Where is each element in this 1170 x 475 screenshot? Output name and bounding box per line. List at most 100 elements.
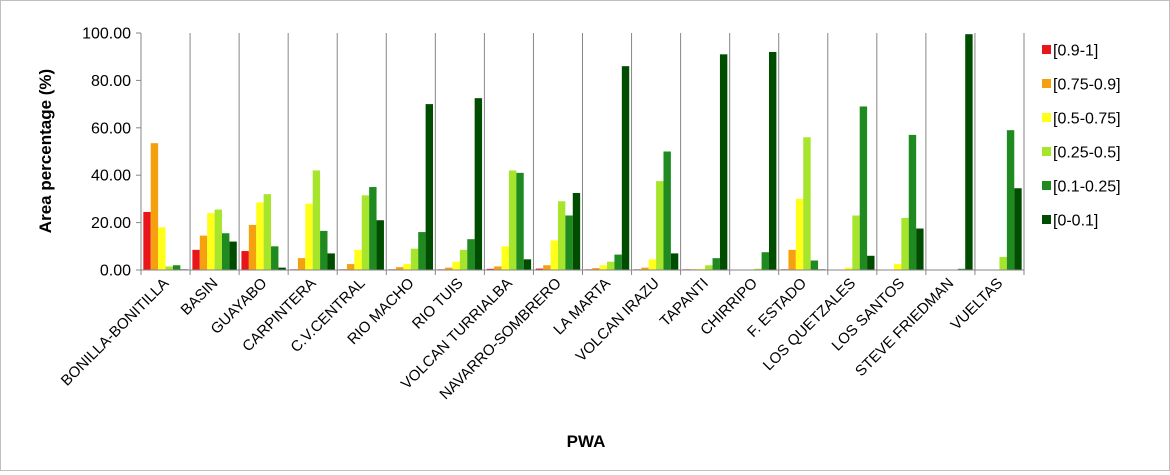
x-tick-label: VOLCAN IRAZU — [572, 275, 662, 365]
legend-label: [0.75-0.9] — [1053, 77, 1121, 94]
y-axis-title: Area percentage (%) — [36, 69, 55, 233]
bar — [199, 235, 208, 270]
legend-label: [0.25-0.5] — [1053, 145, 1121, 162]
bar — [565, 215, 573, 270]
bar — [965, 34, 973, 270]
bar — [271, 246, 279, 270]
y-tick-label: 80.00 — [91, 73, 131, 90]
legend-item: [0.1-0.25] — [1042, 179, 1121, 196]
bar — [494, 266, 502, 270]
bar — [459, 249, 468, 270]
bar — [410, 248, 419, 270]
bar — [621, 66, 630, 271]
bar — [901, 217, 909, 270]
bar — [712, 258, 720, 270]
x-ticks-layer: BONILLA-BONITILLA BASINGUAYABOCARPINTERAC… — [58, 275, 1007, 403]
bar — [859, 106, 868, 270]
bar — [248, 224, 257, 270]
bar — [207, 213, 215, 270]
bar — [192, 249, 200, 270]
bar — [916, 228, 924, 270]
bar — [663, 151, 671, 270]
bar — [607, 261, 615, 270]
bar — [320, 230, 328, 270]
y-tick-label: 100.00 — [82, 26, 131, 43]
legend-swatch — [1042, 215, 1051, 224]
bar — [844, 267, 853, 270]
bar — [572, 192, 581, 270]
bar — [599, 265, 608, 270]
axes-layer — [140, 33, 1025, 275]
bar — [592, 268, 600, 270]
legend: [0.9-1] [0.75-0.9] [0.5-0.75] [0.25-0.5] [0.… — [1042, 43, 1121, 230]
bar — [867, 255, 875, 270]
x-axis-title: PWA — [567, 432, 606, 451]
y-axis-title-group: Area percentage (%) — [36, 69, 55, 233]
legend-item: [0-0.1] — [1042, 213, 1098, 230]
bar — [788, 249, 796, 270]
bar — [557, 201, 566, 270]
bar — [241, 251, 249, 270]
bar — [143, 211, 151, 270]
bar — [754, 268, 762, 270]
bar — [535, 268, 544, 270]
legend-item: [0.9-1] — [1042, 43, 1098, 60]
x-tick-label: VUELTAS — [948, 275, 1007, 334]
bar — [803, 137, 811, 270]
y-tick-label: 60.00 — [91, 120, 131, 137]
bar — [346, 264, 355, 270]
bar — [474, 98, 483, 271]
bar — [697, 268, 706, 270]
legend-item: [0.25-0.5] — [1042, 145, 1121, 162]
x-tick-label: BASIN — [178, 275, 222, 319]
bar — [467, 239, 475, 270]
bar — [516, 172, 524, 270]
bar — [543, 265, 551, 270]
y-ticks-layer: 0.00 20.00 40.00 60.00 80.00 100.00 — [82, 26, 141, 280]
y-tick-label: 20.00 — [91, 215, 131, 232]
bar — [403, 264, 411, 270]
bar — [768, 51, 777, 271]
x-tick-label: BONILLA-BONITILLA — [58, 275, 173, 390]
bar — [508, 170, 517, 270]
bar — [214, 209, 222, 270]
legend-swatch — [1042, 181, 1051, 190]
bar — [452, 261, 460, 270]
legend-label: [0-0.1] — [1053, 213, 1098, 230]
bar — [719, 54, 728, 270]
bar — [150, 143, 159, 270]
x-tick-label: STEVE FRIEDMAN — [852, 275, 957, 380]
bar — [256, 202, 264, 270]
bar — [908, 134, 917, 270]
bar — [354, 249, 362, 270]
bar — [425, 104, 434, 270]
bar — [1006, 130, 1015, 270]
legend-swatch — [1042, 113, 1051, 122]
bar — [761, 252, 769, 270]
bar — [418, 232, 426, 270]
bar — [165, 266, 173, 270]
bar — [278, 267, 286, 270]
bar — [396, 267, 404, 270]
bar — [327, 253, 335, 270]
bar — [172, 265, 181, 270]
legend-swatch — [1042, 45, 1051, 54]
bar — [648, 259, 657, 270]
bar — [486, 268, 495, 270]
bar — [641, 267, 649, 270]
bar — [705, 265, 713, 270]
legend-swatch — [1042, 147, 1051, 156]
legend-label: [0.1-0.25] — [1053, 179, 1121, 196]
bars-layer — [143, 34, 1022, 271]
bar — [550, 240, 558, 271]
bar — [656, 181, 664, 271]
bar — [852, 215, 860, 270]
bar — [376, 220, 384, 270]
legend-swatch — [1042, 79, 1051, 88]
legend-label: [0.9-1] — [1053, 43, 1098, 60]
bar — [312, 170, 321, 270]
legend-label: [0.5-0.75] — [1053, 111, 1121, 128]
bar — [361, 195, 370, 270]
